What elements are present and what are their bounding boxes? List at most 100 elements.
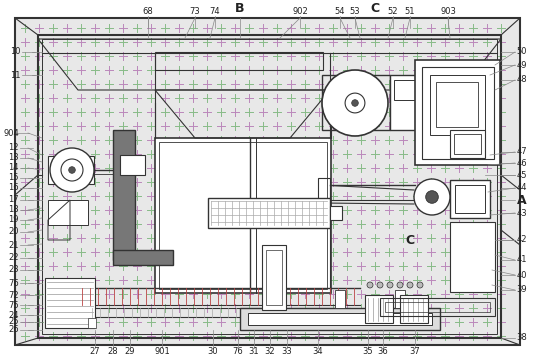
Text: 35: 35 [363, 348, 373, 357]
Text: 68: 68 [143, 8, 153, 17]
Circle shape [69, 167, 75, 173]
Circle shape [352, 100, 358, 106]
Text: A: A [517, 193, 527, 206]
Text: 47: 47 [516, 148, 527, 157]
Text: 53: 53 [350, 8, 360, 17]
Bar [155, 52, 323, 70]
Bar [120, 155, 145, 175]
Text: 19: 19 [8, 216, 19, 225]
Text: 51: 51 [405, 8, 415, 17]
Text: 32: 32 [265, 348, 276, 357]
Bar [390, 75, 420, 130]
Bar [88, 318, 96, 328]
Text: 14: 14 [8, 164, 19, 173]
Bar [248, 313, 432, 325]
Text: 24: 24 [8, 310, 19, 319]
Text: 17: 17 [8, 196, 19, 204]
Text: 31: 31 [249, 348, 260, 357]
Text: 901: 901 [154, 348, 170, 357]
Bar [159, 142, 327, 289]
Text: 22: 22 [8, 253, 19, 262]
Text: 33: 33 [281, 348, 293, 357]
Bar [113, 130, 135, 260]
Bar [335, 290, 345, 308]
Bar [400, 295, 428, 323]
Text: 37: 37 [410, 348, 420, 357]
Text: 40: 40 [516, 270, 527, 279]
Bar [450, 180, 490, 218]
Bar [436, 82, 478, 127]
Text: B: B [235, 1, 245, 14]
Bar [45, 278, 95, 328]
Bar [240, 308, 440, 330]
Text: 45: 45 [516, 170, 527, 179]
Text: 76: 76 [8, 278, 19, 287]
Text: 41: 41 [516, 256, 527, 265]
Bar [208, 198, 330, 228]
Text: 20: 20 [8, 227, 19, 236]
Bar [415, 60, 500, 165]
Circle shape [397, 282, 403, 288]
Bar [318, 178, 330, 210]
Text: 50: 50 [516, 48, 527, 57]
Text: 12: 12 [8, 144, 19, 152]
Text: 902: 902 [292, 8, 308, 17]
Text: 49: 49 [516, 61, 527, 70]
Text: 18: 18 [8, 205, 19, 214]
Circle shape [367, 282, 373, 288]
Text: 15: 15 [8, 174, 19, 183]
Text: 72: 72 [8, 291, 19, 300]
Circle shape [426, 191, 438, 203]
Circle shape [414, 179, 450, 215]
Text: 30: 30 [208, 348, 218, 357]
Text: 11: 11 [10, 70, 20, 79]
Bar [48, 156, 94, 184]
Text: 73: 73 [190, 8, 200, 17]
Text: 23: 23 [8, 265, 19, 274]
Text: 76: 76 [233, 348, 244, 357]
Text: 46: 46 [516, 158, 527, 168]
Circle shape [345, 93, 365, 113]
Text: 25: 25 [8, 318, 19, 326]
Bar [322, 75, 390, 130]
Text: 75: 75 [8, 300, 19, 309]
Bar [48, 200, 88, 225]
Bar [262, 245, 286, 310]
Bar [430, 75, 485, 135]
Text: 903: 903 [440, 8, 456, 17]
Circle shape [407, 282, 413, 288]
Bar [275, 290, 285, 308]
Bar [42, 39, 497, 334]
Text: 43: 43 [516, 209, 527, 217]
Text: 26: 26 [8, 326, 19, 335]
Text: 28: 28 [108, 348, 119, 357]
Text: 27: 27 [90, 348, 100, 357]
Bar [113, 250, 173, 265]
Circle shape [50, 148, 94, 192]
Text: 16: 16 [8, 183, 19, 192]
Text: 21: 21 [8, 240, 19, 249]
Bar [38, 35, 501, 338]
Text: 904: 904 [4, 129, 20, 138]
Bar [450, 130, 485, 158]
Text: 10: 10 [10, 48, 20, 57]
Text: 54: 54 [335, 8, 345, 17]
Text: 39: 39 [516, 286, 527, 295]
Circle shape [377, 282, 383, 288]
Text: 44: 44 [516, 183, 527, 192]
Bar [330, 206, 342, 220]
Bar [394, 80, 416, 100]
Circle shape [387, 282, 393, 288]
Text: C: C [405, 234, 414, 247]
Bar [454, 134, 481, 154]
Text: C: C [371, 1, 380, 14]
Text: 48: 48 [516, 75, 527, 84]
Text: 36: 36 [378, 348, 388, 357]
Bar [266, 250, 282, 305]
Bar [422, 67, 494, 159]
Bar [155, 138, 331, 293]
Circle shape [61, 159, 83, 181]
Bar [385, 302, 490, 312]
Text: 42: 42 [516, 235, 527, 244]
Text: 74: 74 [210, 8, 221, 17]
